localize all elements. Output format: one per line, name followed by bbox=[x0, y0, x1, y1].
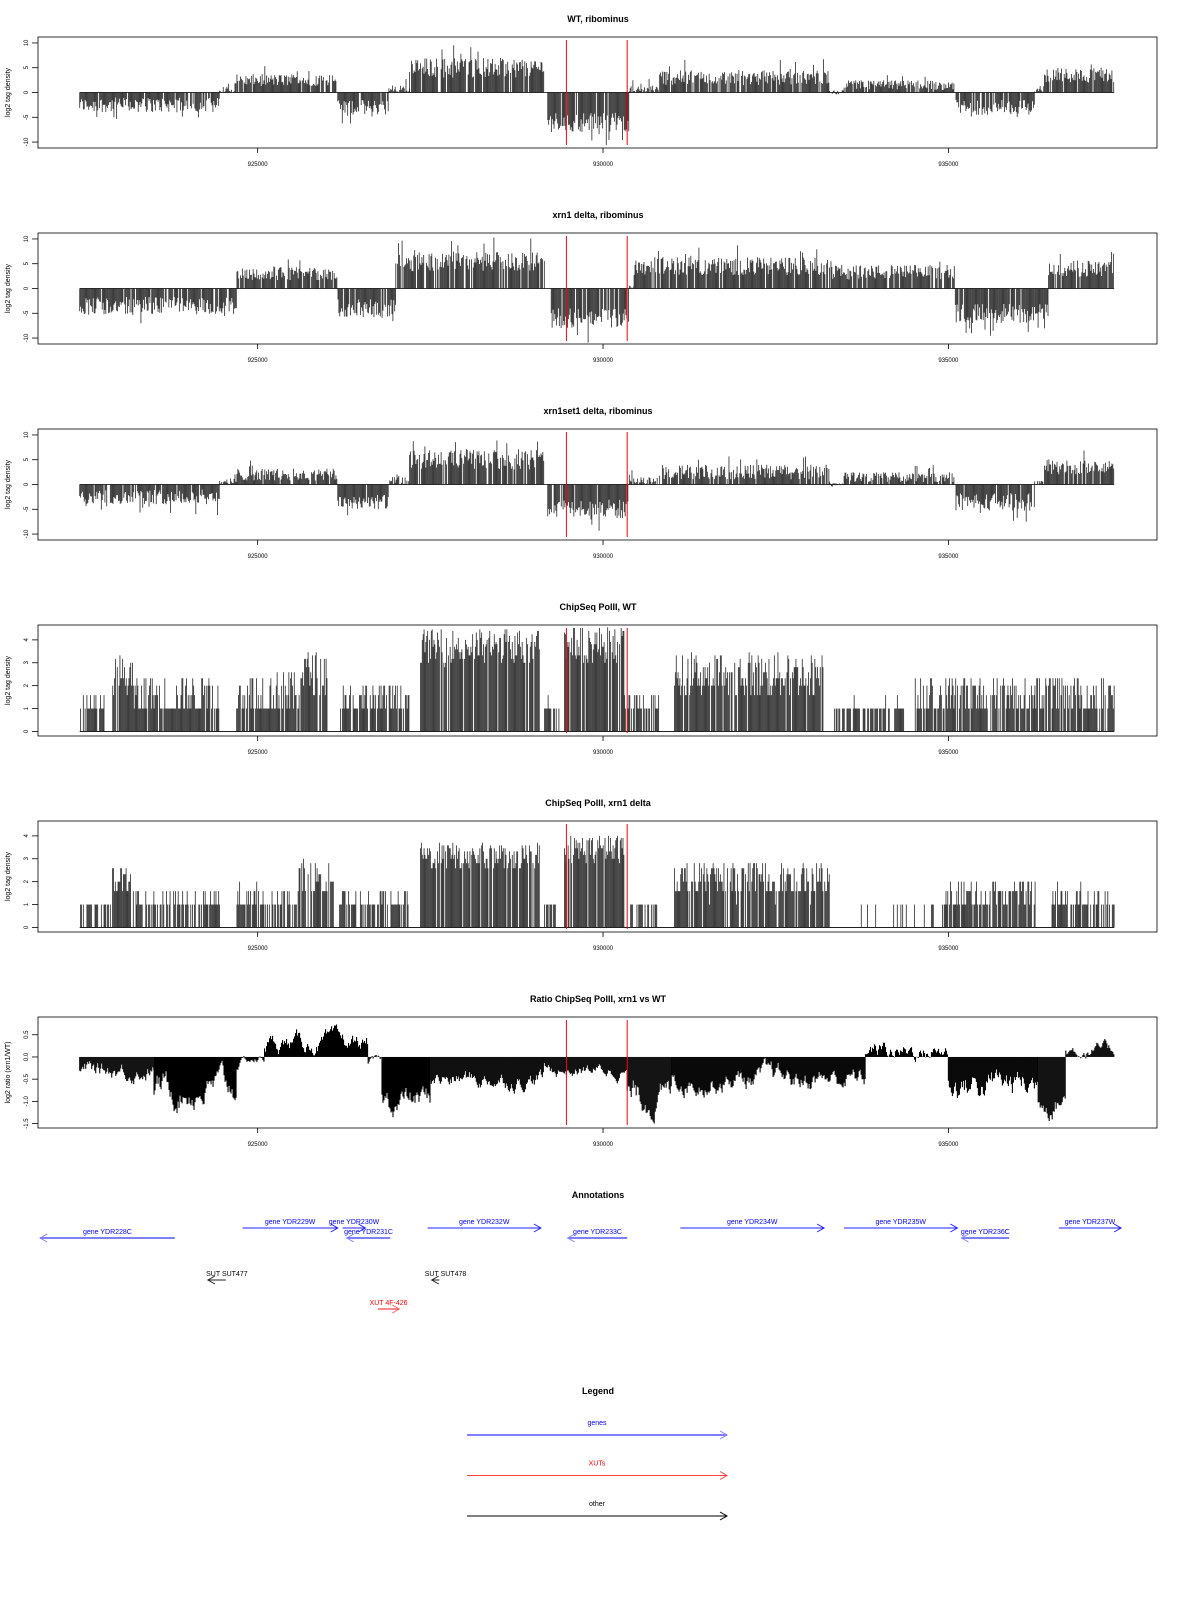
y-tick-label: -5 bbox=[24, 310, 30, 316]
y-tick-label: 4 bbox=[24, 834, 30, 838]
x-tick-label: 935000 bbox=[938, 554, 959, 560]
panel-title: ChipSeq PolII, xrn1 delta bbox=[545, 798, 652, 808]
y-tick-label: 3 bbox=[24, 856, 30, 860]
plot-frame bbox=[37, 624, 1158, 737]
y-tick-label: -10 bbox=[24, 333, 30, 342]
panel-title: xrn1set1 delta, ribominus bbox=[543, 406, 652, 416]
x-tick-label: 925000 bbox=[248, 162, 269, 168]
panel-title: xrn1 delta, ribominus bbox=[552, 210, 643, 220]
panel-wt: WT, ribominus log2 tag density -10 -5 0 5 10 92… bbox=[5, 14, 1158, 168]
y-axis-label: log2 tag density bbox=[5, 67, 12, 117]
y-axis-label: log2 tag density bbox=[5, 655, 12, 705]
plot-frame bbox=[37, 820, 1158, 933]
x-tick-label: 930000 bbox=[593, 946, 614, 952]
x-tick-label: 935000 bbox=[938, 946, 959, 952]
x-tick-label: 930000 bbox=[593, 750, 614, 756]
panel-xrn1: xrn1 delta, ribominus log2 tag density -10… bbox=[5, 210, 1158, 364]
x-tick-label: 925000 bbox=[248, 554, 269, 560]
y-tick-label: 10 bbox=[24, 39, 30, 46]
y-axis-label: log2 tag density bbox=[5, 851, 12, 901]
y-tick-label: -5 bbox=[24, 506, 30, 512]
y-tick-label: -10 bbox=[24, 529, 30, 538]
x-tick-label: 930000 bbox=[593, 554, 614, 560]
y-tick-label: 1 bbox=[24, 902, 30, 906]
y-tick-label: 0 bbox=[24, 482, 30, 486]
x-tick-label: 925000 bbox=[248, 358, 269, 364]
y-tick-label: 5 bbox=[24, 457, 30, 461]
x-tick-label: 930000 bbox=[593, 162, 614, 168]
panel-xrn1set1: xrn1set1 delta, ribominus log2 tag densit… bbox=[5, 406, 1158, 560]
x-tick-label: 935000 bbox=[938, 162, 959, 168]
y-tick-label: 0 bbox=[24, 925, 30, 929]
panel-title: WT, ribominus bbox=[567, 14, 629, 24]
panel-title: ChipSeq PolII, WT bbox=[560, 602, 637, 612]
x-tick-label: 925000 bbox=[248, 750, 269, 756]
y-tick-label: 10 bbox=[24, 431, 30, 438]
y-tick-label: 10 bbox=[24, 235, 30, 242]
y-tick-label: 2 bbox=[24, 879, 30, 883]
x-tick-label: 935000 bbox=[938, 750, 959, 756]
y-tick-label: 2 bbox=[24, 683, 30, 687]
y-tick-label: 4 bbox=[24, 638, 30, 642]
y-tick-label: -10 bbox=[24, 137, 30, 146]
y-axis-label: log2 tag density bbox=[5, 459, 12, 509]
y-tick-label: -5 bbox=[24, 114, 30, 120]
y-tick-label: 5 bbox=[24, 65, 30, 69]
x-tick-label: 930000 bbox=[593, 358, 614, 364]
y-tick-label: 3 bbox=[24, 660, 30, 664]
y-tick-label: 5 bbox=[24, 261, 30, 265]
y-axis-label: log2 tag density bbox=[5, 263, 12, 313]
y-tick-label: 1 bbox=[24, 706, 30, 710]
y-tick-label: 0 bbox=[24, 729, 30, 733]
x-tick-label: 935000 bbox=[938, 358, 959, 364]
panel-chip-xrn1: ChipSeq PolII, xrn1 delta log2 tag densit… bbox=[5, 798, 1158, 952]
y-tick-label: 0 bbox=[24, 286, 30, 290]
panel-chip-wt: ChipSeq PolII, WT log2 tag density 0 1 2 3 4 92… bbox=[5, 602, 1158, 756]
y-tick-label: 0 bbox=[24, 90, 30, 94]
x-tick-label: 925000 bbox=[248, 946, 269, 952]
